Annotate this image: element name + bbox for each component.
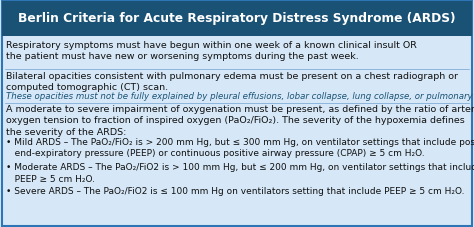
Bar: [2, 1, 472, 36]
Text: Respiratory symptoms must have begun within one week of a known clinical insult : Respiratory symptoms must have begun wit…: [6, 41, 417, 61]
Text: • Mild ARDS – The PaO₂/FiO₂ is > 200 mm Hg, but ≤ 300 mm Hg, on ventilator setti: • Mild ARDS – The PaO₂/FiO₂ is > 200 mm …: [6, 138, 474, 158]
Text: • Severe ARDS – The PaO₂/FiO2 is ≤ 100 mm Hg on ventilators setting that include: • Severe ARDS – The PaO₂/FiO2 is ≤ 100 m…: [6, 187, 464, 196]
Text: • Moderate ARDS – The PaO₂/FiO2 is > 100 mm Hg, but ≤ 200 mm Hg, on ventilator s: • Moderate ARDS – The PaO₂/FiO2 is > 100…: [6, 163, 474, 184]
Text: A moderate to severe impairment of oxygenation must be present, as defined by th: A moderate to severe impairment of oxyge…: [6, 105, 474, 137]
Text: Berlin Criteria for Acute Respiratory Distress Syndrome (ARDS): Berlin Criteria for Acute Respiratory Di…: [18, 12, 456, 25]
Text: Bilateral opacities consistent with pulmonary edema must be present on a chest r: Bilateral opacities consistent with pulm…: [6, 72, 458, 92]
Text: These opacities must not be fully explained by pleural effusions, lobar collapse: These opacities must not be fully explai…: [6, 92, 474, 101]
